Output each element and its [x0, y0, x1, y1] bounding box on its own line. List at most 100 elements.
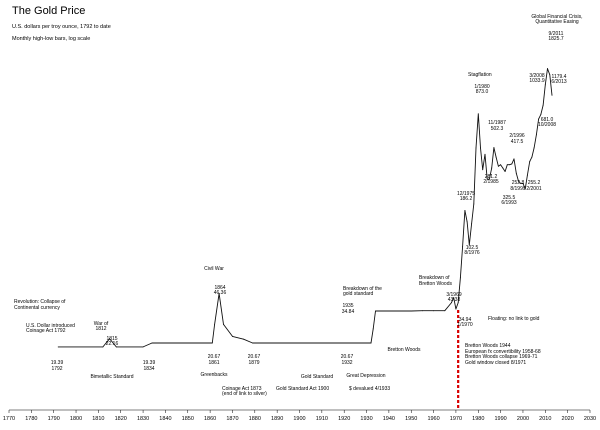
- data-point: [506, 164, 508, 166]
- annotation-label: $ devalued 4/1933: [349, 386, 390, 392]
- x-tick-label: 1890: [271, 416, 283, 422]
- data-point: [520, 182, 522, 184]
- data-point: [254, 342, 256, 344]
- annotation-label: 502.3: [491, 126, 504, 132]
- data-point: [388, 310, 390, 312]
- data-point: [451, 302, 452, 304]
- annotation-label: 417.5: [511, 139, 524, 145]
- data-point: [444, 310, 446, 312]
- annotation-label: Bretton Woods collapse 1969-71: [465, 354, 538, 360]
- data-point: [232, 335, 233, 337]
- x-tick-label: 1970: [450, 416, 462, 422]
- x-tick-label: 2030: [584, 416, 596, 422]
- data-point: [511, 163, 513, 165]
- annotation-label: 102.5: [466, 245, 479, 251]
- data-point: [410, 310, 412, 312]
- x-tick-label: 1980: [472, 416, 484, 422]
- annotation-label: 1/1980: [474, 84, 490, 90]
- annotation-label: Stagflation: [468, 72, 492, 78]
- annotation-label: 2/1996: [509, 133, 525, 139]
- x-tick-label: 1810: [92, 416, 104, 422]
- x-tick-label: 1830: [137, 416, 149, 422]
- annotation-label: 3/2008: [529, 73, 545, 79]
- data-point: [495, 156, 497, 158]
- data-point: [540, 114, 542, 116]
- data-point: [486, 178, 488, 180]
- data-point: [354, 342, 356, 344]
- annotation-label: 1792: [51, 366, 62, 372]
- data-point: [299, 342, 300, 344]
- data-point: [471, 223, 473, 225]
- x-tick-label: 1880: [249, 416, 261, 422]
- annotation-label: gold standard: [343, 291, 374, 297]
- x-tick-label: 1990: [494, 416, 506, 422]
- chart-subtitle: U.S. dollars per troy ounce, 1792 to dat…: [12, 24, 111, 30]
- annotation-label: 20.67: [208, 354, 221, 360]
- x-tick-label: 1930: [360, 416, 372, 422]
- annotation-label: 873.0: [476, 89, 489, 95]
- annotation-label: Revolution: Collapse of: [14, 299, 66, 305]
- x-tick-label: 1950: [405, 416, 417, 422]
- data-point: [509, 164, 511, 166]
- annotation-label: 252.8: [512, 180, 525, 186]
- data-point: [524, 188, 526, 190]
- annotation-label: 34.94: [459, 317, 472, 323]
- x-tick-label: 1800: [70, 416, 82, 422]
- data-point: [515, 172, 517, 174]
- annotation-label: 20.67: [248, 354, 261, 360]
- annotation-label: 6/1993: [501, 200, 517, 206]
- x-tick-label: 1770: [3, 416, 15, 422]
- annotation-label: Civil War: [204, 266, 224, 272]
- data-point: [433, 310, 435, 312]
- data-point: [142, 346, 144, 348]
- data-point: [542, 104, 544, 106]
- data-point: [473, 203, 475, 205]
- annotation-label: 8/1976: [464, 250, 480, 256]
- data-point: [102, 346, 104, 348]
- annotation-label: Coinage Act 1792: [26, 328, 66, 334]
- data-point: [218, 293, 220, 294]
- annotation-label: 6/2013: [551, 79, 567, 85]
- annotation-label: Bretton Woods: [388, 347, 421, 353]
- annotation-label: 1825.7: [548, 36, 564, 42]
- data-point: [359, 342, 361, 344]
- annotation-label: 9/2011: [549, 31, 564, 37]
- x-tick-label: 1860: [204, 416, 216, 422]
- data-point: [464, 210, 466, 211]
- annotation-label: Bretton Woods 1944: [465, 343, 511, 349]
- annotation-label: 2/1985: [483, 179, 499, 185]
- annotation-label: Great Depression: [346, 373, 385, 379]
- annotation-label: 46.36: [214, 290, 227, 296]
- data-point: [544, 84, 546, 86]
- data-point: [491, 167, 493, 169]
- annotation-label: 1812: [95, 326, 106, 332]
- data-point: [243, 338, 245, 340]
- annotation-label: 1935: [342, 303, 353, 309]
- data-point: [457, 302, 459, 304]
- data-point: [187, 342, 189, 344]
- annotation-label: Breakdown of the: [343, 286, 382, 292]
- data-point: [421, 310, 423, 312]
- annotation-label: 20.67: [341, 354, 354, 360]
- annotation-label: 1179.4: [552, 74, 567, 80]
- data-point: [484, 153, 486, 155]
- series-layer: [57, 68, 553, 348]
- annotation-label: 186.2: [460, 196, 473, 202]
- data-point: [513, 158, 515, 160]
- data-point: [504, 171, 506, 172]
- x-tick-label: 2000: [517, 416, 529, 422]
- annotation-label: 3/1969: [446, 292, 462, 298]
- data-point: [372, 328, 374, 330]
- data-point: [455, 308, 457, 310]
- annotation-label: 43.38: [448, 297, 461, 303]
- x-tick-label: 1870: [226, 416, 238, 422]
- annotation-label: 1033.9: [529, 78, 545, 84]
- annotation-label: 1834: [143, 366, 154, 372]
- data-point: [547, 68, 548, 70]
- data-point: [493, 147, 495, 149]
- data-point: [535, 134, 537, 136]
- x-tick-label: 1960: [427, 416, 439, 422]
- data-point: [497, 165, 499, 167]
- x-axis: 1770 1780 1790 1800 1810 1820 1830 1840 1850 1860…: [3, 409, 596, 422]
